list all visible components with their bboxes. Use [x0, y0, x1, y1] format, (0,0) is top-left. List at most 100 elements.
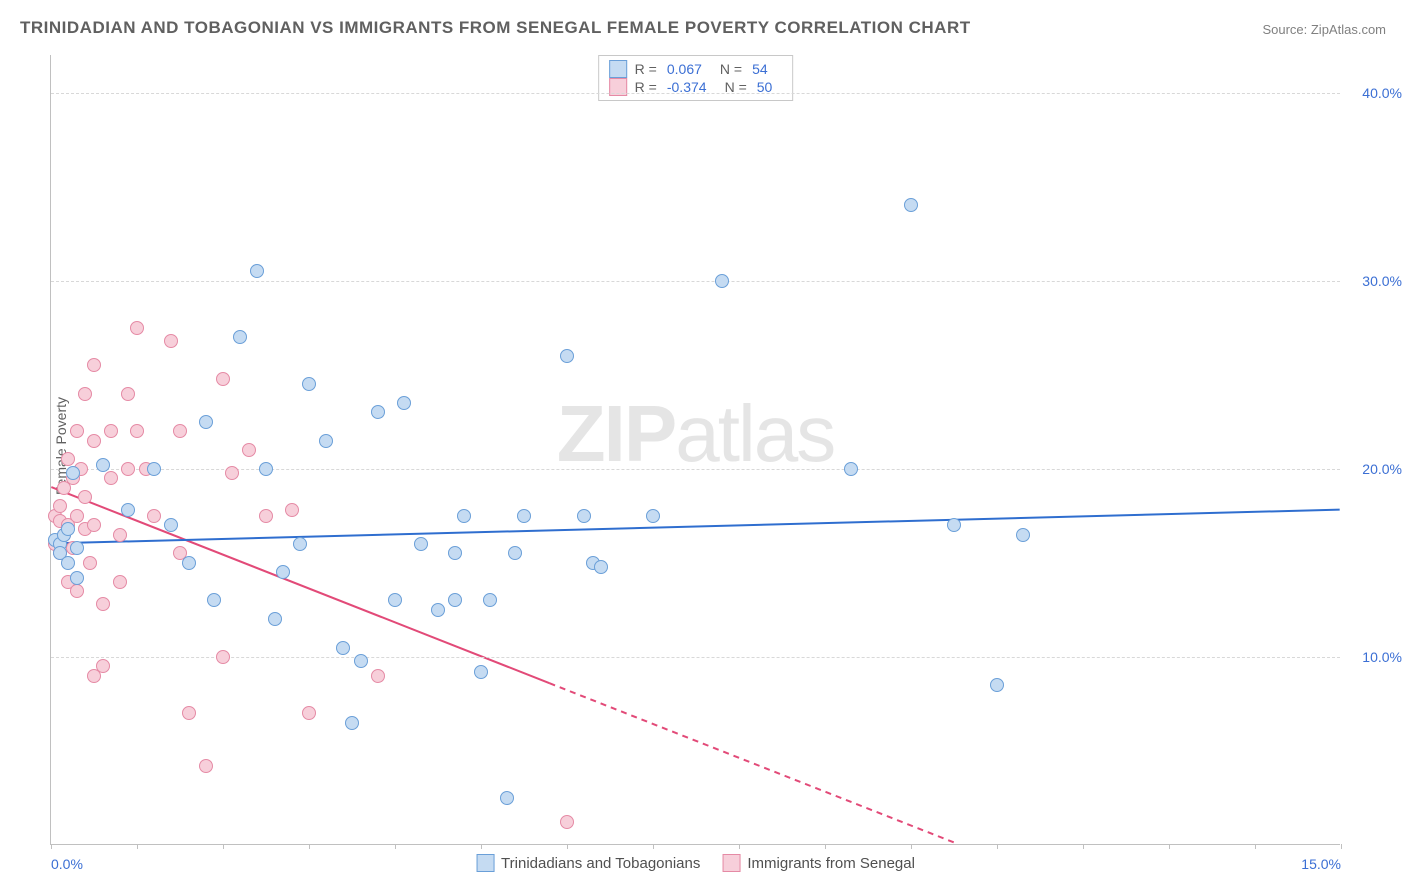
series-a-point: [259, 462, 273, 476]
series-legend: Trinidadians and Tobagonians Immigrants …: [476, 854, 915, 872]
x-tick-label: 0.0%: [51, 856, 83, 872]
grid-line: [51, 93, 1340, 94]
series-legend-item-a: Trinidadians and Tobagonians: [476, 854, 700, 872]
series-b-point: [164, 334, 178, 348]
series-a-point: [388, 593, 402, 607]
series-a-label: Trinidadians and Tobagonians: [501, 855, 700, 872]
series-a-point: [508, 546, 522, 560]
chart-container: TRINIDADIAN AND TOBAGONIAN VS IMMIGRANTS…: [0, 0, 1406, 892]
series-a-point: [646, 509, 660, 523]
series-b-point: [53, 499, 67, 513]
x-tick-mark: [911, 844, 912, 849]
series-b-point: [104, 424, 118, 438]
series-b-point: [70, 584, 84, 598]
series-a-point: [483, 593, 497, 607]
series-a-point: [182, 556, 196, 570]
series-b-point: [225, 466, 239, 480]
series-a-point: [70, 541, 84, 555]
series-a-point: [61, 522, 75, 536]
series-a-point: [594, 560, 608, 574]
trend-line-solid: [51, 510, 1339, 544]
series-a-swatch: [609, 60, 627, 78]
series-b-point: [121, 387, 135, 401]
x-tick-mark: [739, 844, 740, 849]
x-tick-mark: [997, 844, 998, 849]
series-a-point: [336, 641, 350, 655]
series-b-point: [302, 706, 316, 720]
series-a-point: [207, 593, 221, 607]
x-tick-mark: [481, 844, 482, 849]
series-a-point: [457, 509, 471, 523]
correlation-legend-row-a: R = 0.067 N = 54: [609, 60, 783, 78]
series-b-point: [216, 650, 230, 664]
plot-area: ZIPatlas R = 0.067 N = 54 R = -0.374 N =…: [50, 55, 1340, 845]
series-b-point: [259, 509, 273, 523]
series-b-point: [87, 518, 101, 532]
series-b-point: [113, 528, 127, 542]
series-a-point: [947, 518, 961, 532]
series-b-point: [113, 575, 127, 589]
series-a-point: [70, 571, 84, 585]
series-a-point: [414, 537, 428, 551]
series-a-point: [319, 434, 333, 448]
series-a-point: [371, 405, 385, 419]
series-b-point: [242, 443, 256, 457]
grid-line: [51, 657, 1340, 658]
series-a-point: [715, 274, 729, 288]
series-a-point: [904, 198, 918, 212]
series-b-point: [78, 387, 92, 401]
series-legend-item-b: Immigrants from Senegal: [722, 854, 915, 872]
series-a-r-value: 0.067: [667, 61, 702, 77]
grid-line: [51, 281, 1340, 282]
series-b-point: [70, 424, 84, 438]
series-b-point: [130, 424, 144, 438]
series-a-point: [147, 462, 161, 476]
series-a-point: [66, 466, 80, 480]
series-b-point: [371, 669, 385, 683]
series-a-point: [96, 458, 110, 472]
x-tick-mark: [51, 844, 52, 849]
series-b-point: [87, 434, 101, 448]
series-a-point: [354, 654, 368, 668]
series-b-label: Immigrants from Senegal: [747, 855, 915, 872]
series-a-point: [500, 791, 514, 805]
y-tick-label: 30.0%: [1347, 273, 1402, 289]
series-b-point: [70, 509, 84, 523]
correlation-legend: R = 0.067 N = 54 R = -0.374 N = 50: [598, 55, 794, 101]
series-b-point: [96, 659, 110, 673]
series-a-point: [1016, 528, 1030, 542]
series-a-point: [199, 415, 213, 429]
series-a-point: [345, 716, 359, 730]
series-b-point: [182, 706, 196, 720]
series-a-point: [990, 678, 1004, 692]
series-b-point: [216, 372, 230, 386]
series-a-point: [474, 665, 488, 679]
series-a-point: [164, 518, 178, 532]
series-b-point: [83, 556, 97, 570]
series-a-swatch: [476, 854, 494, 872]
series-b-point: [173, 424, 187, 438]
series-b-point: [199, 759, 213, 773]
series-b-point: [61, 452, 75, 466]
series-a-n-value: 54: [752, 61, 768, 77]
series-b-point: [96, 597, 110, 611]
x-tick-mark: [1083, 844, 1084, 849]
series-a-point: [302, 377, 316, 391]
series-a-point: [448, 546, 462, 560]
x-tick-label: 15.0%: [1301, 856, 1341, 872]
x-tick-mark: [653, 844, 654, 849]
series-b-point: [104, 471, 118, 485]
series-b-swatch: [722, 854, 740, 872]
series-a-point: [121, 503, 135, 517]
chart-title: TRINIDADIAN AND TOBAGONIAN VS IMMIGRANTS…: [20, 18, 971, 38]
y-tick-label: 40.0%: [1347, 85, 1402, 101]
x-tick-mark: [223, 844, 224, 849]
series-b-point: [78, 490, 92, 504]
series-a-point: [560, 349, 574, 363]
x-tick-mark: [137, 844, 138, 849]
series-b-point: [560, 815, 574, 829]
x-tick-mark: [395, 844, 396, 849]
trend-line-dashed: [549, 683, 957, 844]
series-a-point: [431, 603, 445, 617]
r-label: R =: [635, 61, 657, 77]
